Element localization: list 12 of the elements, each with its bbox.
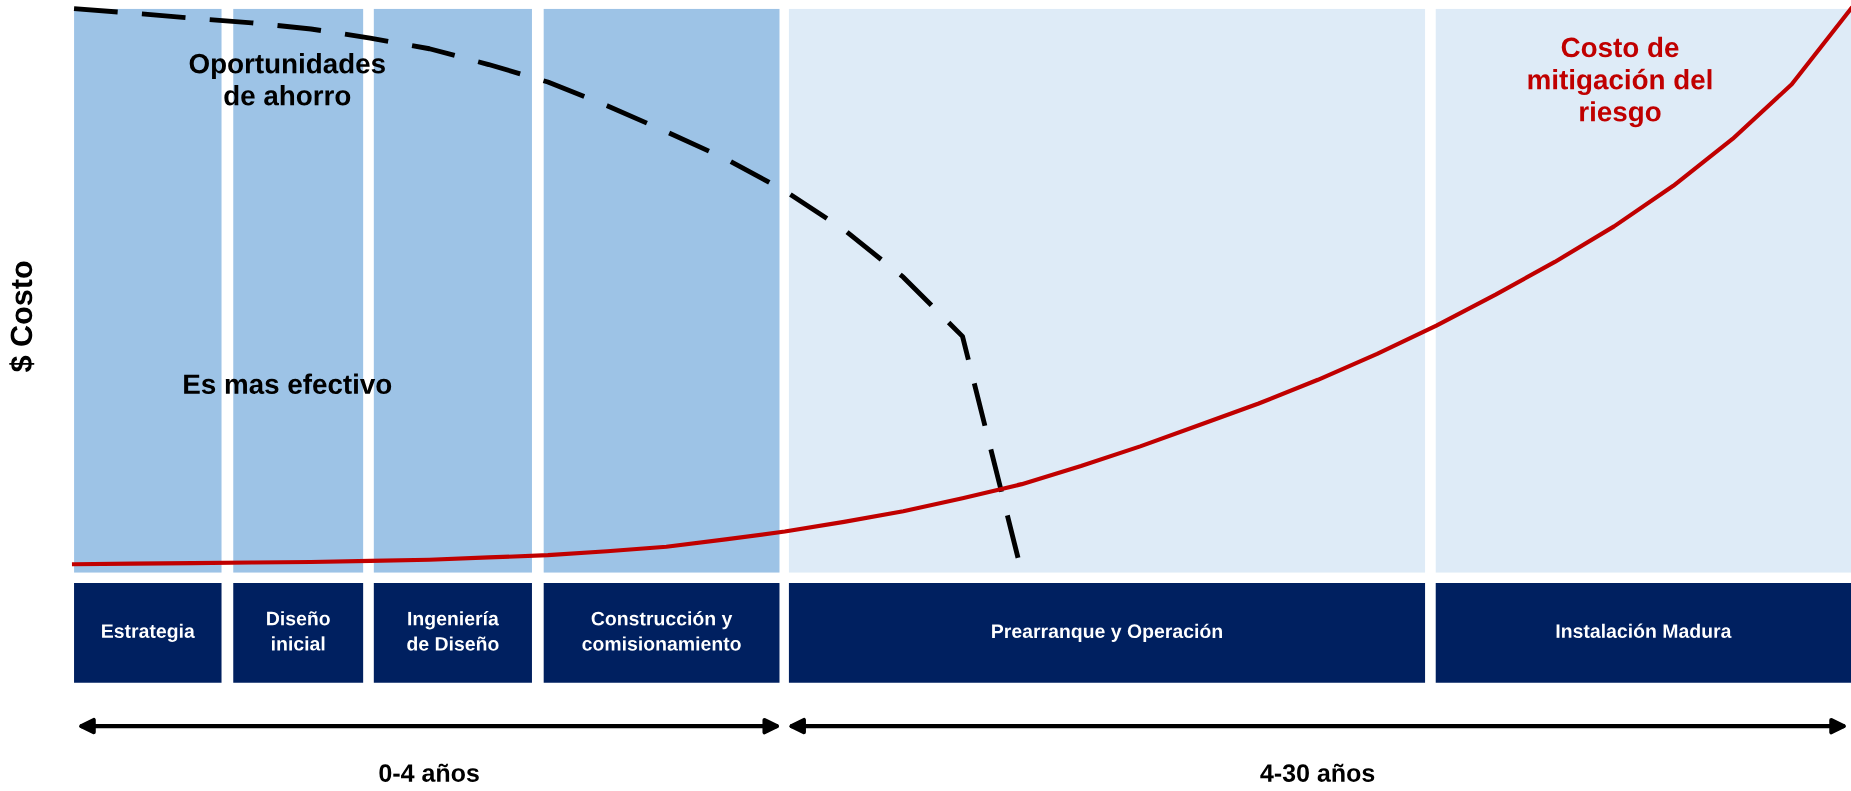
text: Estrategia [102, 623, 195, 642]
text: 4-30 años [1260, 763, 1375, 782]
series-label: Costo de mitigación del riesgo [1528, 36, 1712, 128]
text: Prearranque y Operación [992, 623, 1222, 642]
text: Diseño inicial [267, 611, 330, 651]
text: Ingeniería de Diseño [407, 611, 499, 651]
text: Construcción y comisionamiento [582, 611, 741, 651]
y-axis-title: $ Costo [9, 261, 35, 373]
text: 0-4 años [379, 763, 479, 782]
series-label: Oportunidades de ahorro [189, 53, 385, 106]
annotation: Es mas efectivo [184, 373, 392, 395]
text: Instalación Madura [1556, 623, 1732, 639]
